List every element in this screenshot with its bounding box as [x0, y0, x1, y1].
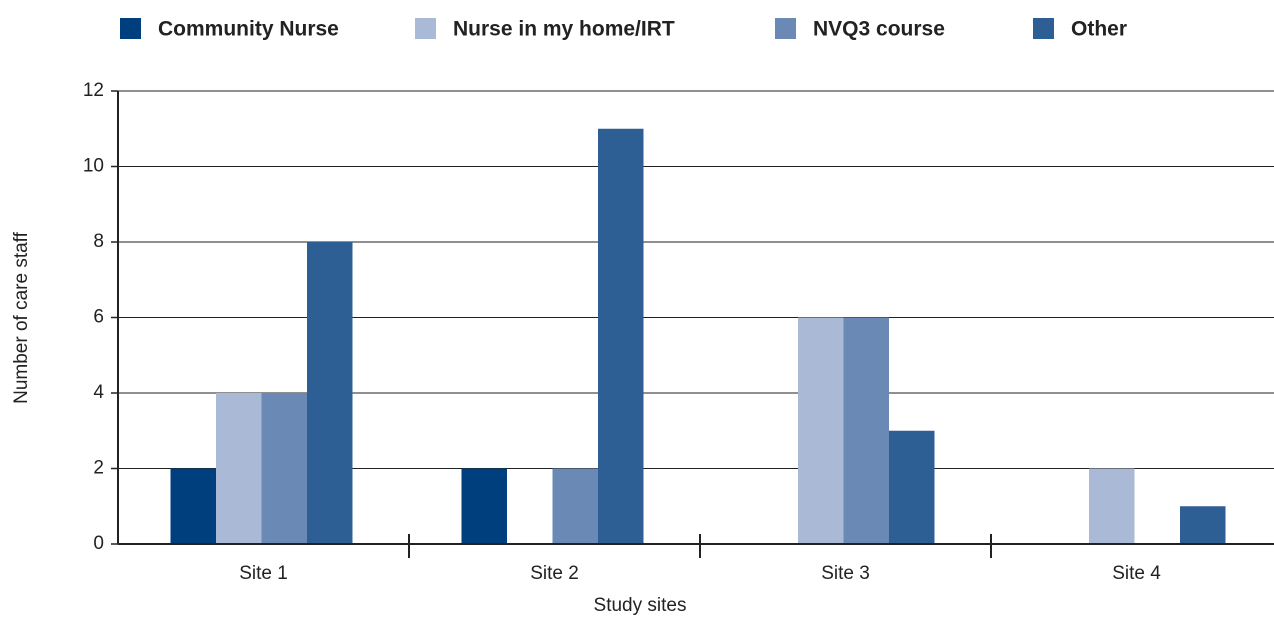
y-tick-label: 10 — [83, 156, 104, 177]
legend-swatch — [120, 18, 141, 39]
bar — [461, 468, 507, 544]
bar — [798, 317, 844, 544]
x-tick-label: Site 2 — [530, 563, 579, 584]
x-axis-label: Study sites — [594, 595, 687, 616]
x-tick-label: Site 4 — [1112, 563, 1161, 584]
y-tick-label: 12 — [83, 80, 104, 101]
legend-text: Community Nurse — [158, 18, 339, 41]
y-tick-label: 4 — [93, 382, 104, 403]
bar — [307, 242, 353, 544]
y-tick-label: 0 — [93, 533, 104, 554]
bar — [170, 468, 216, 544]
legend-swatch — [1033, 18, 1054, 39]
y-tick-label: 2 — [93, 458, 104, 479]
legend-text: Nurse in my home/IRT — [453, 18, 675, 41]
y-tick-label: 6 — [93, 307, 104, 328]
bar — [216, 393, 262, 544]
bar — [261, 393, 307, 544]
y-tick-label: 8 — [93, 231, 104, 252]
x-tick-label: Site 3 — [821, 563, 870, 584]
legend-text: NVQ3 course — [813, 18, 945, 41]
bar — [843, 317, 889, 544]
bar — [889, 430, 935, 544]
bar — [552, 468, 598, 544]
x-tick-label: Site 1 — [239, 563, 288, 584]
legend-swatch — [415, 18, 436, 39]
legend-swatch — [775, 18, 796, 39]
y-axis-label: Number of care staff — [11, 231, 32, 404]
legend-text: Other — [1071, 18, 1127, 41]
bar — [598, 128, 644, 544]
bar — [1089, 468, 1135, 544]
bar — [1180, 506, 1226, 544]
